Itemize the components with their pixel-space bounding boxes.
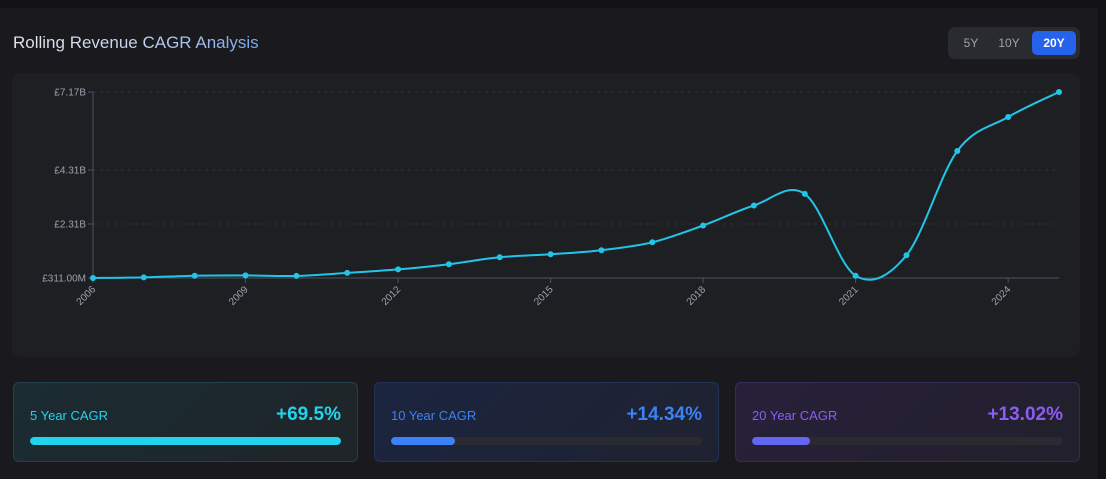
revenue-line-chart: £311.00M £2.31B £4.31B £7.17B 2006 2009 2012 2… (42, 88, 1062, 308)
data-point[interactable] (140, 274, 147, 281)
card-value: +69.5% (276, 404, 341, 425)
data-point[interactable] (649, 239, 656, 246)
y-tick-label: £311.00M (42, 274, 86, 285)
x-tick-label: 2009 (227, 284, 251, 308)
range-10y-button[interactable]: 10Y (998, 36, 1020, 50)
data-point[interactable] (801, 190, 808, 197)
card-label: 10 Year CAGR (391, 408, 477, 423)
data-point[interactable] (445, 261, 452, 268)
x-tick-label: 2021 (837, 284, 861, 308)
range-selector: 5Y 10Y 20Y (948, 27, 1080, 59)
card-10-year-cagr: 10 Year CAGR +14.34% (374, 382, 719, 462)
progress-fill (752, 437, 811, 445)
data-point[interactable] (547, 251, 554, 258)
data-point[interactable] (496, 254, 503, 261)
progress-track (391, 437, 702, 445)
chart-container: £311.00M £2.31B £4.31B £7.17B 2006 2009 2012 2… (12, 73, 1080, 357)
data-point[interactable] (598, 247, 605, 254)
data-point[interactable] (852, 272, 859, 279)
data-point[interactable] (344, 269, 351, 276)
data-point[interactable] (1056, 89, 1062, 95)
progress-fill (30, 437, 341, 445)
data-point[interactable] (90, 275, 96, 281)
y-tick-label: £7.17B (54, 88, 86, 99)
card-value: +14.34% (626, 404, 702, 425)
x-tick-label: 2015 (532, 284, 556, 308)
card-5-year-cagr: 5 Year CAGR +69.5% (13, 382, 358, 462)
data-point[interactable] (395, 266, 402, 273)
data-point[interactable] (191, 272, 198, 279)
progress-track (30, 437, 341, 445)
page-title: Rolling Revenue CAGR Analysis (13, 33, 259, 52)
data-point[interactable] (1005, 114, 1012, 120)
data-point[interactable] (903, 252, 910, 259)
card-label: 5 Year CAGR (30, 408, 109, 423)
y-tick-label: £4.31B (54, 166, 86, 177)
data-point[interactable] (954, 148, 961, 154)
data-point[interactable] (293, 272, 300, 279)
range-5y-button[interactable]: 5Y (963, 36, 979, 50)
card-value: +13.02% (987, 404, 1063, 425)
data-point[interactable] (700, 222, 707, 229)
x-tick-label: 2018 (685, 284, 709, 308)
progress-fill (391, 437, 456, 445)
x-tick-label: 2024 (990, 284, 1014, 308)
data-point[interactable] (750, 202, 757, 209)
data-point[interactable] (242, 272, 249, 279)
x-tick-label: 2006 (75, 284, 99, 308)
card-label: 20 Year CAGR (752, 408, 838, 423)
series-line (92, 91, 1060, 281)
x-tick-label: 2012 (380, 284, 404, 308)
y-tick-label: £2.31B (54, 220, 86, 231)
card-20-year-cagr: 20 Year CAGR +13.02% (735, 382, 1080, 462)
range-20y-button[interactable]: 20Y (1032, 31, 1076, 55)
progress-track (752, 437, 1063, 445)
